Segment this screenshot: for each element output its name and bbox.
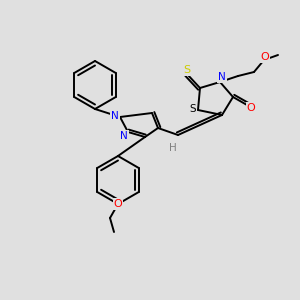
Text: O: O (247, 103, 255, 113)
Text: O: O (114, 199, 122, 209)
Text: S: S (190, 104, 196, 114)
Text: N: N (111, 111, 119, 121)
Text: N: N (120, 131, 128, 141)
Text: O: O (261, 52, 269, 62)
Text: H: H (169, 143, 177, 153)
Text: N: N (218, 72, 226, 82)
Text: S: S (183, 65, 190, 75)
